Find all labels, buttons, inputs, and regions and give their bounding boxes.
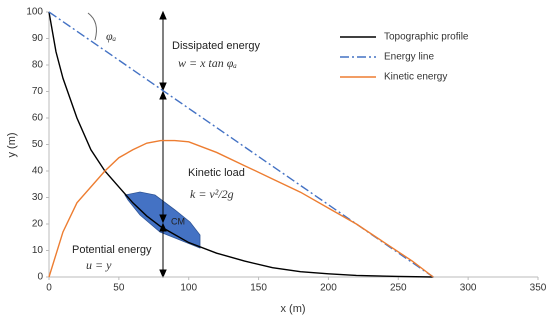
x-tick-label: 0 — [46, 283, 52, 294]
annotation: φₐ — [106, 29, 117, 43]
y-tick-label: 80 — [32, 60, 44, 71]
y-tick-label: 30 — [32, 192, 44, 203]
legend-label: Topographic profile — [384, 32, 469, 43]
y-axis-label: y (m) — [6, 132, 18, 157]
y-tick-label: 90 — [32, 33, 44, 44]
y-tick-label: 100 — [26, 7, 43, 18]
y-tick-label: 10 — [32, 245, 44, 256]
x-tick-label: 350 — [530, 283, 547, 294]
series-line — [48, 11, 434, 278]
y-tick-label: 50 — [32, 139, 44, 150]
x-tick-label: 300 — [460, 283, 477, 294]
y-tick-label: 20 — [32, 219, 44, 230]
x-axis-label: x (m) — [280, 303, 305, 315]
x-tick-label: 150 — [250, 283, 267, 294]
annotation: k = v²/2g — [190, 187, 234, 201]
y-tick-label: 40 — [32, 166, 44, 177]
y-tick-label: 60 — [32, 113, 44, 124]
angle-arc — [87, 12, 97, 41]
legend-label: Energy line — [384, 52, 434, 63]
legend-label: Kinetic energy — [384, 72, 447, 83]
y-tick-label: 70 — [32, 86, 44, 97]
series-line — [48, 139, 434, 278]
annotation: Kinetic load — [188, 167, 245, 179]
series-line — [48, 11, 434, 278]
annotation: u = y — [86, 258, 112, 272]
x-tick-label: 100 — [180, 283, 197, 294]
annotation: Potential energy — [72, 244, 152, 256]
y-tick-label: 0 — [37, 272, 43, 283]
x-tick-label: 250 — [390, 283, 407, 294]
energy-arrows — [159, 10, 167, 279]
annotation: Dissipated energy — [172, 40, 261, 52]
x-tick-label: 200 — [320, 283, 337, 294]
annotation: w = x tan φₐ — [178, 56, 237, 70]
x-tick-label: 50 — [113, 283, 125, 294]
annotation: CM — [171, 216, 185, 226]
